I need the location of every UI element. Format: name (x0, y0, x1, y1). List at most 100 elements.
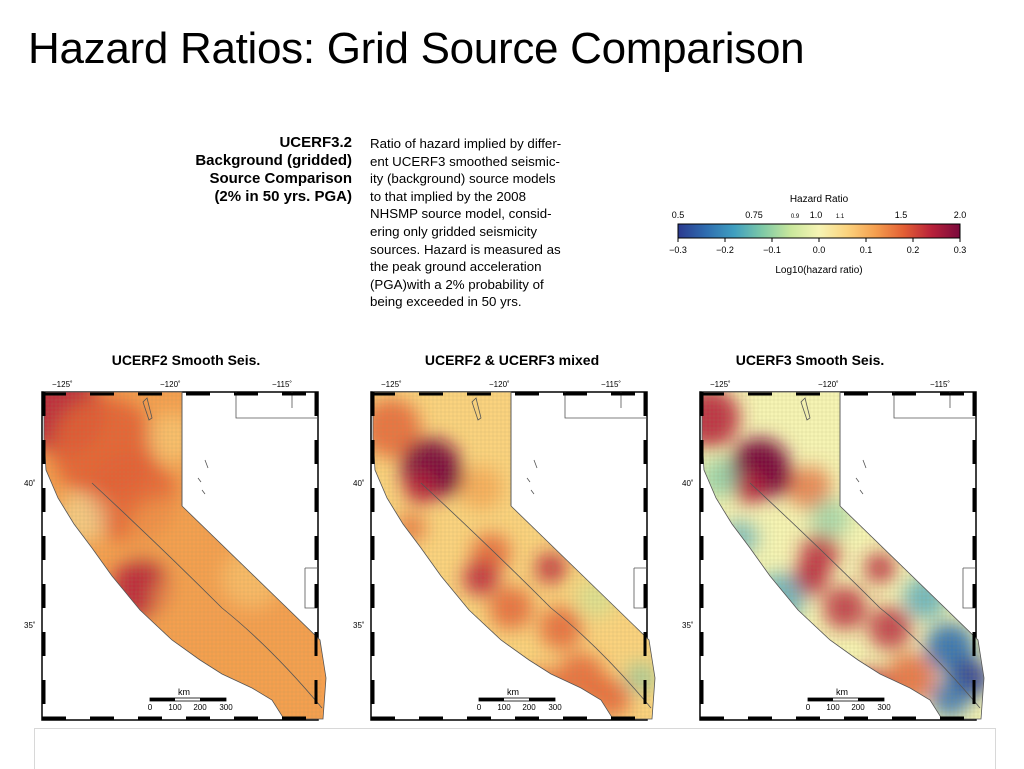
slide-title: Hazard Ratios: Grid Source Comparison (28, 24, 805, 73)
map-panel-mixed: −125˚ −120˚ −115˚ 40˚ 35˚ km 0 100 200 300 (351, 378, 667, 731)
scale-tick-label: 100 (497, 703, 511, 712)
description-line: Ratio of hazard implied by differ- (370, 136, 562, 151)
lat-label: 40˚ (24, 479, 36, 488)
description-line: ity (background) source models (370, 171, 556, 187)
hazard-blob (405, 472, 437, 504)
hazard-blob (428, 460, 464, 496)
map-title-mixed: UCERF2 & UCERF3 mixed (424, 352, 600, 368)
colorbar-bottom-tick: −0.1 (763, 245, 781, 255)
lon-label: −115˚ (601, 380, 621, 389)
description-line: ent UCERF3 smoothed seismic- (370, 153, 560, 169)
lon-label: −120˚ (818, 380, 839, 389)
map-title-ucerf3: UCERF3 Smooth Seis. (735, 352, 885, 368)
state-border (962, 567, 976, 609)
scale-unit-label: km (507, 687, 519, 697)
hazard-blob (625, 662, 655, 694)
scale-unit-label: km (836, 687, 848, 697)
state-border (633, 567, 647, 609)
colorbar-bar (677, 223, 961, 239)
description-line: to that implied by the 2008 (370, 188, 526, 204)
scale-bar: km 0 100 200 300 (148, 687, 233, 712)
colorbar-top-tick: 1.1 (836, 214, 845, 220)
map-panel-ucerf3: −125˚ −120˚ −115˚ 40˚ 35˚ km 0 100 200 300 (680, 378, 996, 731)
colorbar-top-tick: 1.5 (895, 210, 908, 220)
scale-tick-label: 100 (168, 703, 182, 712)
hazard-blob (373, 398, 421, 458)
figure-title: UCERF3.2 Background (gridded) Source Com… (150, 134, 352, 206)
hazard-map: −125˚ −120˚ −115˚ 40˚ 35˚ km 0 100 200 300 (682, 380, 985, 721)
hazard-ratio-colorbar: Hazard Ratio 0.5 0.75 0.9 1.0 1.1 1.5 2.… (669, 194, 966, 276)
hazard-blob (459, 466, 503, 510)
lon-label: −120˚ (160, 380, 181, 389)
scale-tick-label: 300 (877, 703, 891, 712)
description-line: sources. Hazard is measured as (370, 241, 561, 257)
figure-title-line: Source Comparison (209, 170, 352, 187)
colorbar-bottom-tick: −0.2 (716, 245, 734, 255)
lat-label: 40˚ (353, 479, 365, 488)
hazard-blob (788, 466, 832, 510)
scale-tick-label: 100 (826, 703, 840, 712)
hazard-blob (539, 606, 583, 650)
colorbar-bottom-tick: 0.1 (860, 245, 873, 255)
figure-title-line: (2% in 50 yrs. PGA) (214, 188, 352, 205)
hazard-blob (489, 586, 533, 630)
scale-unit-label: km (178, 687, 190, 697)
hazard-blob (734, 472, 766, 504)
hazard-blob (702, 392, 740, 448)
scale-tick-label: 0 (477, 703, 482, 712)
description-line: NHSMP source model, consid- (370, 206, 552, 222)
lon-label: −120˚ (489, 380, 510, 389)
lat-label: 35˚ (24, 621, 36, 630)
lake-outline (142, 397, 153, 421)
hazard-blob (864, 552, 896, 584)
notes-box (34, 728, 996, 769)
hazard-blob (127, 498, 207, 578)
lake-outline (526, 459, 538, 495)
lake-outline (197, 459, 209, 495)
hazard-blob (535, 552, 567, 584)
colorbar-tick-marks (677, 238, 961, 242)
hazard-blob (463, 560, 499, 596)
hazard-blob (930, 678, 970, 718)
description-line: the peak ground acceleration (370, 259, 542, 275)
colorbar-axis-label: Log10(hazard ratio) (775, 265, 862, 276)
lake-outline (471, 397, 482, 421)
map-frame-ticks (42, 392, 318, 720)
lat-label: 35˚ (682, 621, 694, 630)
scale-tick-label: 200 (522, 703, 536, 712)
hazard-map: −125˚ −120˚ −115˚ 40˚ 35˚ km 0 100 200 300 (353, 380, 656, 721)
lon-label: −115˚ (930, 380, 950, 389)
description-line: (PGA)with a 2% probability of (370, 276, 544, 292)
hazard-blob (810, 498, 850, 538)
scale-bar: km 0 100 200 300 (477, 687, 562, 712)
figure-title-line: Background (gridded) (195, 152, 352, 169)
lon-label: −125˚ (52, 380, 73, 389)
lake-outline (800, 397, 811, 421)
colorbar-title: Hazard Ratio (790, 194, 849, 205)
lon-label: −125˚ (710, 380, 731, 389)
colorbar-bottom-tick: 0.0 (813, 245, 826, 255)
map-panel-ucerf2: −125˚ −120˚ −115˚ 40˚ 35˚ km 0 100 200 300 (22, 378, 338, 731)
scale-tick-label: 200 (851, 703, 865, 712)
hazard-blob (868, 606, 912, 650)
colorbar-top-tick: 0.75 (745, 210, 763, 220)
map-frame-ticks (700, 392, 976, 720)
figure-title-line: UCERF3.2 (279, 134, 352, 151)
hazard-blob (823, 586, 867, 630)
lat-label: 40˚ (682, 479, 694, 488)
colorbar-top-tick: 0.5 (672, 210, 685, 220)
hazard-map: −125˚ −120˚ −115˚ 40˚ 35˚ km 0 100 200 300 (24, 380, 327, 721)
scale-bar: km 0 100 200 300 (806, 687, 891, 712)
description-line: being exceeded in 50 yrs. (370, 294, 522, 310)
fault-line (420, 482, 652, 709)
state-outline (43, 391, 327, 720)
fault-line (749, 482, 981, 709)
lon-label: −115˚ (272, 380, 292, 389)
scale-tick-label: 200 (193, 703, 207, 712)
scale-tick-label: 300 (219, 703, 233, 712)
hazard-blob (757, 460, 793, 496)
fault-line (91, 482, 323, 709)
map-title-ucerf2: UCERF2 Smooth Seis. (111, 352, 261, 368)
lon-label: −125˚ (381, 380, 402, 389)
state-border (304, 567, 318, 609)
